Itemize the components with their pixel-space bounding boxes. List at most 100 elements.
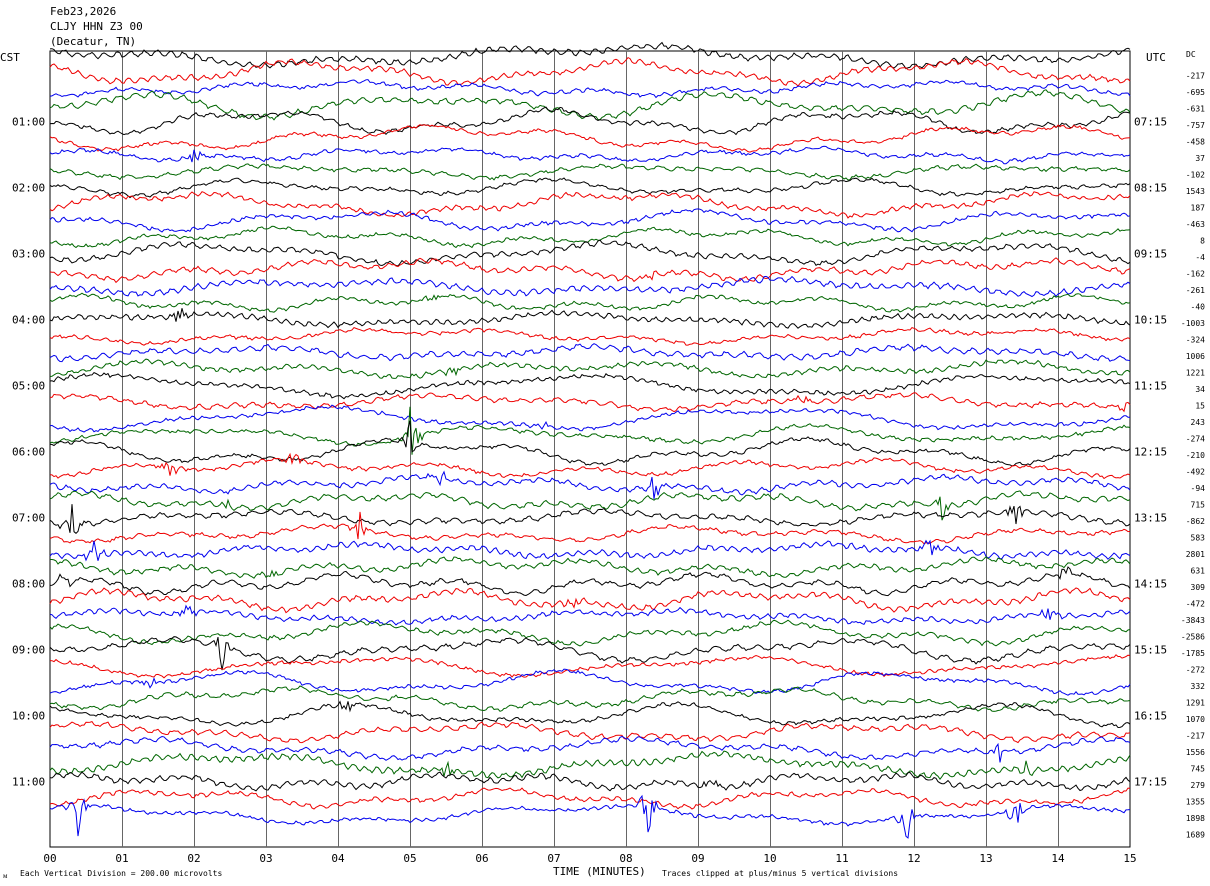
dc-offset-label: 187 (1191, 204, 1206, 213)
x-axis-title: TIME (MINUTES) (553, 865, 646, 878)
trace-line (49, 191, 1131, 219)
dc-offset-label: 1221 (1186, 369, 1205, 378)
x-tick-label: 01 (115, 852, 128, 865)
dc-offset-label: -324 (1186, 336, 1205, 345)
trace-line (49, 771, 1131, 792)
header-station: CLJY HHN Z3 00 (50, 20, 143, 33)
trace-line (49, 735, 1131, 763)
trace-line (49, 685, 1131, 712)
dc-offset-label: 1291 (1186, 699, 1205, 708)
trace-line (49, 636, 1131, 671)
dc-offset-label: 745 (1191, 765, 1206, 774)
dc-offset-label: 715 (1191, 501, 1206, 510)
left-time-label: 07:00 (12, 512, 45, 525)
right-time-label: 17:15 (1134, 776, 1167, 789)
trace-line (49, 452, 1131, 480)
right-time-label: 15:15 (1134, 644, 1167, 657)
dc-offset-label: -458 (1186, 138, 1205, 147)
left-time-label: 05:00 (12, 380, 45, 393)
trace-line (49, 239, 1131, 267)
trace-line (49, 619, 1131, 647)
dc-offset-label: -272 (1186, 666, 1205, 675)
trace-line (49, 787, 1131, 810)
right-time-label: 09:15 (1134, 248, 1167, 261)
x-tick-label: 06 (475, 852, 488, 865)
header-date: Feb23,2026 (50, 5, 117, 18)
dc-offset-label: -695 (1186, 88, 1205, 97)
trace-line (49, 504, 1131, 534)
trace-line (49, 225, 1131, 249)
left-timezone-label: CST (0, 51, 20, 64)
x-tick-label: 02 (187, 852, 200, 865)
dc-offset-label: 1689 (1186, 831, 1205, 840)
dc-offset-label: 631 (1191, 567, 1206, 576)
trace-line (49, 208, 1131, 233)
right-time-label: 16:15 (1134, 710, 1167, 723)
trace-line (49, 490, 1131, 521)
dc-offset-label: 309 (1191, 583, 1206, 592)
right-time-label: 08:15 (1134, 182, 1167, 195)
trace-line (49, 292, 1131, 313)
trace-line (49, 327, 1131, 346)
trace-line (49, 308, 1131, 329)
dc-offset-label: 332 (1191, 682, 1206, 691)
trace-line (49, 343, 1131, 363)
dc-offset-label: -274 (1186, 435, 1205, 444)
trace-group (49, 41, 1131, 839)
x-tick-label: 14 (1051, 852, 1065, 865)
right-timezone-label: UTC (1146, 51, 1166, 64)
dc-offset-label: 279 (1191, 781, 1206, 790)
trace-line (49, 420, 1131, 467)
dc-offset-label: -1785 (1181, 649, 1205, 658)
trace-line (49, 511, 1131, 545)
x-tick-label: 09 (691, 852, 704, 865)
dc-offset-label: -2586 (1181, 633, 1205, 642)
trace-line (49, 371, 1131, 400)
trace-line (49, 177, 1131, 199)
x-tick-label: 07 (547, 852, 560, 865)
right-time-label: 10:15 (1134, 314, 1167, 327)
dc-offset-label: -472 (1186, 600, 1205, 609)
trace-line (49, 89, 1131, 121)
trace-line (49, 566, 1131, 597)
x-tick-label: 15 (1123, 852, 1136, 865)
dc-offset-label: -463 (1186, 220, 1205, 229)
left-time-label: 04:00 (12, 314, 45, 327)
left-time-label: 11:00 (12, 776, 45, 789)
plot-frame (49, 50, 1131, 848)
dc-offset-label: -631 (1186, 105, 1205, 114)
right-time-label: 13:15 (1134, 512, 1167, 525)
dc-offset-label: 37 (1195, 154, 1205, 163)
trace-line (49, 654, 1131, 679)
x-tick-label: 10 (763, 852, 776, 865)
left-time-label: 08:00 (12, 578, 45, 591)
trace-line (49, 539, 1131, 562)
dc-offset-label: -217 (1186, 732, 1205, 741)
trace-line (49, 587, 1131, 614)
x-tick-label: 08 (619, 852, 632, 865)
dc-offset-labels: -217 -695 -631 -757 -458 37 -102 1543 187 -463 8 -4… (1181, 72, 1205, 840)
x-tick-label: 03 (259, 852, 272, 865)
dc-header-label: DC (1186, 50, 1196, 59)
dc-offset-label: 1898 (1186, 814, 1205, 823)
dc-offset-label: -3843 (1181, 616, 1205, 625)
trace-line (49, 275, 1131, 298)
dc-offset-label: 1543 (1186, 187, 1205, 196)
dc-offset-label: -40 (1191, 303, 1206, 312)
dc-offset-label: -757 (1186, 121, 1205, 130)
trace-line (49, 750, 1131, 781)
trace-line (49, 721, 1131, 744)
right-time-label: 12:15 (1134, 446, 1167, 459)
dc-offset-label: 1556 (1186, 748, 1205, 757)
clip-note: Traces clipped at plus/minus 5 vertical … (662, 869, 898, 878)
dc-offset-label: -162 (1186, 270, 1205, 279)
x-tick-label: 04 (331, 852, 345, 865)
trace-line (49, 392, 1131, 413)
trace-line (49, 257, 1131, 284)
trace-line (49, 406, 1131, 455)
trace-line (49, 470, 1131, 500)
left-time-label: 09:00 (12, 644, 45, 657)
trace-line (49, 56, 1131, 87)
dc-offset-label: 1355 (1186, 798, 1205, 807)
